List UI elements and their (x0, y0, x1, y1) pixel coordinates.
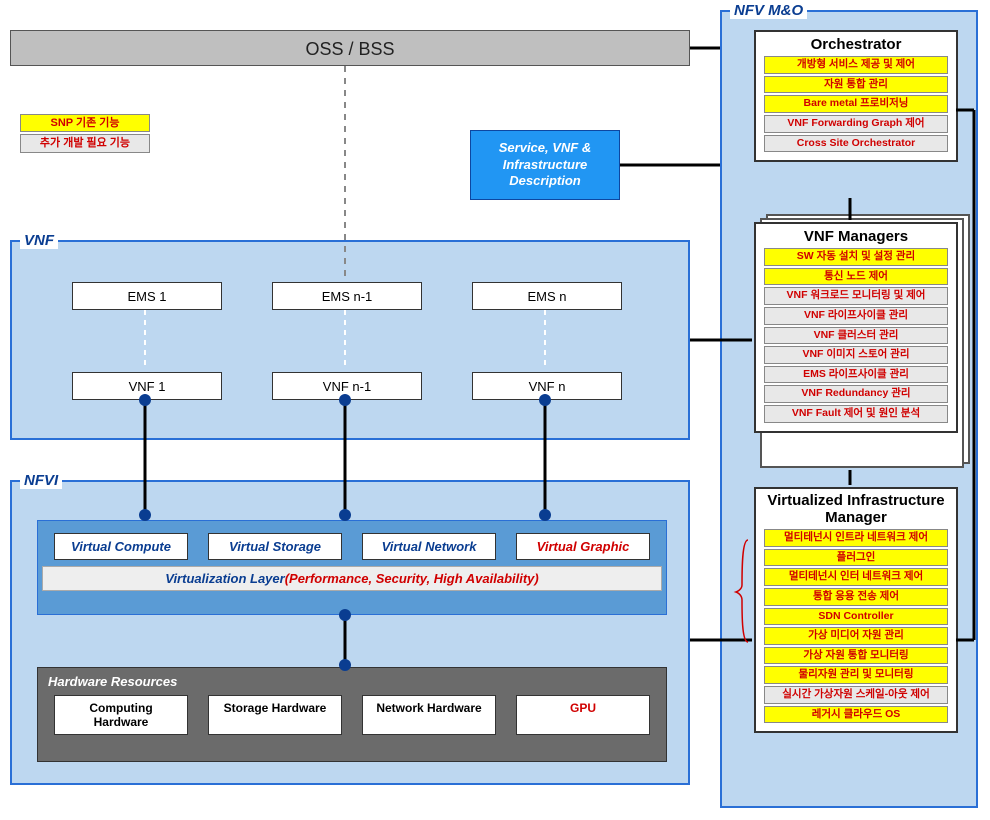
feature-item: VNF 클러스터 관리 (764, 327, 948, 345)
feature-item: SDN Controller (764, 608, 948, 626)
vnf-managers-title: VNF Managers (764, 228, 948, 245)
vnf-node-box: VNF n-1 (272, 372, 422, 400)
service-description-box: Service, VNF & Infrastructure Descriptio… (470, 130, 620, 200)
ems-box: EMS n-1 (272, 282, 422, 310)
feature-item: EMS 라이프사이클 관리 (764, 366, 948, 384)
feature-item: 레거시 클라우드 OS (764, 706, 948, 724)
hw-computing: Computing Hardware (54, 695, 188, 735)
feature-item: Bare metal 프로비저닝 (764, 95, 948, 113)
feature-item: 멀티테넌시 인터 네트워크 제어 (764, 568, 948, 586)
feature-item: VNF 워크로드 모니터링 및 제어 (764, 287, 948, 305)
feature-item: 실시간 가상자원 스케일-아웃 제어 (764, 686, 948, 704)
hw-storage: Storage Hardware (208, 695, 342, 735)
orchestrator-box: Orchestrator 개방형 서비스 제공 및 제어자원 통합 관리Bare… (754, 30, 958, 162)
feature-item: 가상 미디어 자원 관리 (764, 627, 948, 645)
nfv-mo-title: NFV M&O (730, 2, 807, 19)
feature-item: 개방형 서비스 제공 및 제어 (764, 56, 948, 74)
virtual-network: Virtual Network (362, 533, 496, 560)
virtual-graphic: Virtual Graphic (516, 533, 650, 560)
vim-box: Virtualized Infrastructure Manager 멀티테넌시… (754, 487, 958, 733)
feature-item: 멀티테넌시 인트라 네트워크 제어 (764, 529, 948, 547)
feature-item: 플러그인 (764, 549, 948, 567)
ems-box: EMS n (472, 282, 622, 310)
feature-item: 통신 노드 제어 (764, 268, 948, 286)
hw-gpu: GPU (516, 695, 650, 735)
feature-item: 자원 통합 관리 (764, 76, 948, 94)
vim-title: Virtualized Infrastructure Manager (764, 493, 948, 526)
nfvi-panel: NFVI Virtual Compute Virtual Storage Vir… (10, 480, 690, 785)
feature-item: 통합 응용 전송 제어 (764, 588, 948, 606)
nfv-mo-panel: NFV M&O Orchestrator 개방형 서비스 제공 및 제어자원 통… (720, 10, 978, 808)
feature-item: VNF Redundancy 관리 (764, 385, 948, 403)
legend: SNP 기존 기능 추가 개발 필요 기능 (20, 112, 150, 155)
oss-bss-bar: OSS / BSS (10, 30, 690, 66)
hardware-title: Hardware Resources (38, 668, 666, 691)
ems-box: EMS 1 (72, 282, 222, 310)
feature-item: VNF Fault 제어 및 원인 분석 (764, 405, 948, 423)
vnf-node-box: VNF 1 (72, 372, 222, 400)
feature-item: VNF 이미지 스토어 관리 (764, 346, 948, 364)
hardware-block: Hardware Resources Computing Hardware St… (37, 667, 667, 762)
vnf-panel: VNF EMS 1 EMS n-1 EMS n VNF 1 VNF n-1 VN… (10, 240, 690, 440)
feature-item: VNF 라이프사이클 관리 (764, 307, 948, 325)
feature-item: Cross Site Orchestrator (764, 135, 948, 153)
virtualization-layer: Virtualization Layer(Performance, Securi… (42, 566, 662, 591)
hw-network: Network Hardware (362, 695, 496, 735)
feature-item: SW 자동 설치 및 설정 관리 (764, 248, 948, 266)
feature-item: 가상 자원 통합 모니터링 (764, 647, 948, 665)
virtualization-block: Virtual Compute Virtual Storage Virtual … (37, 520, 667, 615)
legend-existing: SNP 기존 기능 (20, 114, 150, 132)
virtual-compute: Virtual Compute (54, 533, 188, 560)
feature-item: VNF Forwarding Graph 제어 (764, 115, 948, 133)
vnf-managers-box: VNF Managers SW 자동 설치 및 설정 관리통신 노드 제어VNF… (754, 222, 958, 433)
orchestrator-title: Orchestrator (764, 36, 948, 53)
virtual-storage: Virtual Storage (208, 533, 342, 560)
nfvi-panel-title: NFVI (20, 472, 62, 489)
feature-item: 물리자원 관리 및 모니터링 (764, 666, 948, 684)
nfv-architecture-diagram: OSS / BSS SNP 기존 기능 추가 개발 필요 기능 Service,… (10, 10, 980, 810)
legend-additional: 추가 개발 필요 기능 (20, 134, 150, 152)
vnf-node-box: VNF n (472, 372, 622, 400)
